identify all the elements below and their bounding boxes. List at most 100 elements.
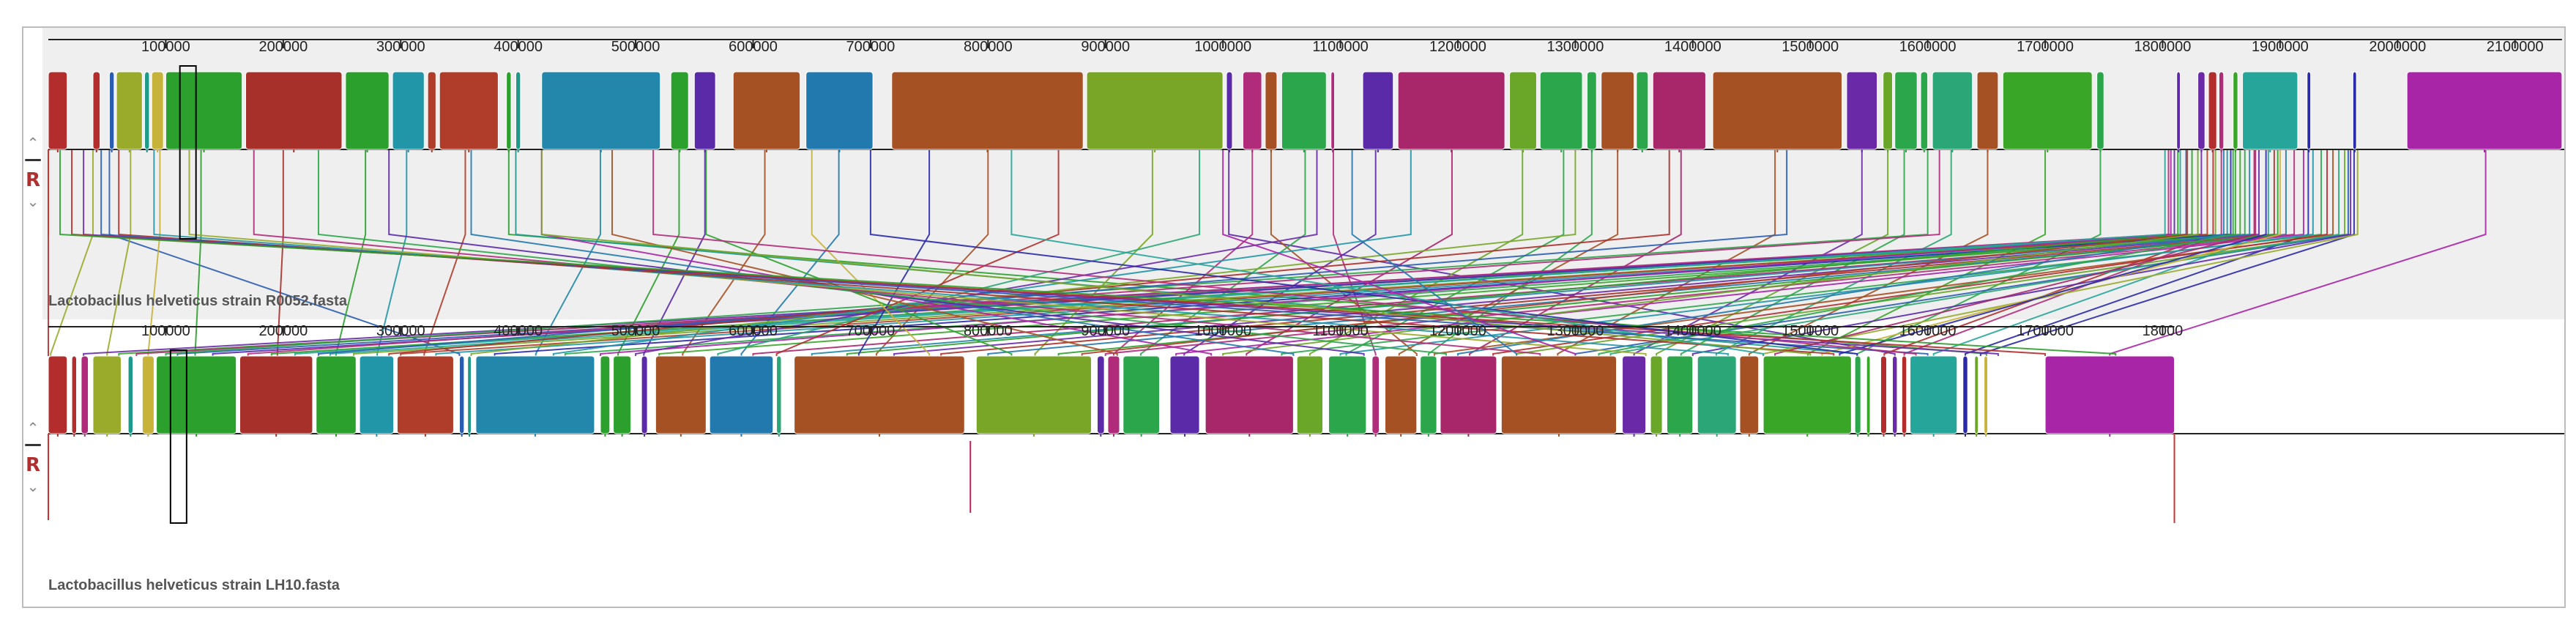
lcb-block-1-11	[427, 71, 436, 150]
lcb-block-2-13	[467, 355, 472, 434]
lcb-connection-77	[1839, 149, 2267, 356]
alignment-canvas[interactable]: 100000 200000 300000 400000 500000 600000 7000…	[23, 28, 2564, 607]
lcb-connection-14	[617, 149, 680, 356]
lcb-connection-52	[564, 149, 2246, 356]
reference-marker-1[interactable]: R	[25, 169, 41, 191]
lcb-block-1-16	[670, 71, 689, 150]
genome-1-tick-label-19: 1900000	[2252, 39, 2309, 55]
lcb-block-2-44	[1892, 355, 1898, 434]
lcb-connection-107	[100, 149, 1929, 356]
genome-1-tick-label-16: 1600000	[1899, 39, 1957, 55]
lcb-connection-58	[1433, 149, 2334, 356]
lcb-connection-54	[893, 149, 2260, 356]
collapse-icon[interactable]: —	[24, 149, 42, 169]
lcb-block-1-37	[1883, 71, 1894, 150]
lcb-connection-78	[1774, 149, 2257, 356]
genome-1-tick-label-5: 500000	[611, 39, 660, 55]
genome-1-tick-label-18: 1800000	[2134, 39, 2192, 55]
lcb-connection-111	[540, 149, 1812, 356]
lcb-block-2-27	[1205, 355, 1294, 434]
lcb-connection-69	[1057, 149, 2279, 356]
lcb-block-1-45	[2197, 71, 2205, 150]
genome-2-tick-label-12: 1200000	[1429, 323, 1486, 339]
genome-2-tick-label-2: 200000	[258, 323, 308, 339]
lcb-block-1-8	[245, 71, 343, 150]
lcb-block-1-23	[1242, 71, 1262, 150]
lcb-block-1-50	[2307, 71, 2312, 150]
lcb-connection-46	[1979, 149, 2355, 356]
selection-box-2	[169, 349, 187, 524]
lcb-connection-114	[1010, 149, 1765, 356]
lcb-connection-17	[740, 149, 840, 356]
lcb-connection-20	[1228, 149, 1896, 356]
move-up-icon-2[interactable]: ⌃	[26, 419, 40, 437]
lcb-block-2-26	[1169, 355, 1200, 434]
lcb-connection-97	[705, 149, 1013, 356]
lcb-block-2-16	[613, 355, 632, 434]
lcb-block-2-32	[1420, 355, 1437, 434]
lcb-block-1-34	[1652, 71, 1706, 150]
move-up-icon[interactable]: ⌃	[26, 134, 40, 152]
genome-2-tick-label-10: 1000000	[1194, 323, 1251, 339]
lcb-block-1-41	[1976, 71, 1999, 150]
lcb-block-1-51	[2352, 71, 2357, 150]
lcb-block-1-1	[48, 71, 68, 150]
lcb-block-1-9	[345, 71, 390, 150]
lcb-connection-61	[135, 149, 2170, 356]
reference-marker-2[interactable]: R	[25, 454, 41, 476]
lcb-connection-70	[1175, 149, 2304, 356]
lcb-block-1-29	[1509, 71, 1537, 150]
lcb-block-2-10	[359, 355, 395, 434]
lcb-block-2-36	[1650, 355, 1663, 434]
move-down-icon[interactable]: ⌄	[26, 193, 40, 210]
lcb-block-1-39	[1920, 71, 1929, 150]
lcb-block-1-20	[891, 71, 1084, 150]
move-down-icon-2[interactable]: ⌄	[26, 478, 40, 495]
lcb-block-2-37	[1667, 355, 1694, 434]
lcb-block-2-33	[1440, 355, 1497, 434]
lcb-connection-103	[253, 149, 1541, 356]
lcb-connection-73	[1609, 149, 2340, 356]
lcb-block-1-42	[2002, 71, 2093, 150]
lcb-block-2-8	[239, 355, 313, 434]
genome-2-tick-label-7: 700000	[846, 323, 896, 339]
lcb-block-2-34	[1500, 355, 1618, 434]
lcb-connection-85	[329, 149, 2166, 356]
lcb-block-1-17	[693, 71, 716, 150]
lcb-connection-8	[335, 149, 367, 356]
lcb-connection-3	[108, 149, 461, 356]
lcb-connection-13	[535, 149, 601, 356]
lcb-connection-9	[376, 149, 408, 356]
lcb-connection-115	[1222, 149, 1577, 356]
lcb-block-2-24	[1107, 355, 1120, 434]
lcb-block-2-5	[127, 355, 133, 434]
collapse-icon-2[interactable]: —	[24, 434, 42, 454]
lcb-block-1-27	[1362, 71, 1394, 150]
lcb-block-2-46	[1910, 355, 1958, 434]
lcb-block-1-14	[515, 71, 521, 150]
lcb-block-1-40	[1932, 71, 1973, 150]
lcb-connection-109	[71, 149, 2047, 356]
lcb-block-2-12	[458, 355, 465, 434]
genome-1-tick-label-13: 1300000	[1546, 39, 1604, 55]
lcb-block-2-23	[1097, 355, 1105, 434]
lcb-block-1-21	[1086, 71, 1224, 150]
genome-1-tick-label-3: 300000	[376, 39, 425, 55]
lcb-block-1-10	[392, 71, 425, 150]
genome-2-tick-label-17: 1700000	[2017, 323, 2074, 339]
lcb-block-1-19	[805, 71, 874, 150]
lcb-connection-5	[147, 149, 161, 356]
lcb-block-2-35	[1622, 355, 1647, 434]
lcb-block-1-15	[541, 71, 661, 150]
lcb-block-1-33	[1636, 71, 1649, 150]
alignment-viewer[interactable]: 100000 200000 300000 400000 500000 600000 7000…	[22, 26, 2566, 608]
lcb-connection-112	[652, 149, 1917, 356]
lcb-connection-83	[846, 149, 2179, 356]
lcb-connection-26	[1246, 149, 1453, 356]
lcb-connection-35	[1680, 149, 1905, 356]
lcb-connection-4	[106, 149, 132, 356]
lcb-block-2-31	[1385, 355, 1418, 434]
genome-1-tick-label-6: 600000	[729, 39, 778, 55]
lcb-connection-110	[59, 149, 2117, 356]
genome-1-tick-label-7: 700000	[846, 39, 896, 55]
